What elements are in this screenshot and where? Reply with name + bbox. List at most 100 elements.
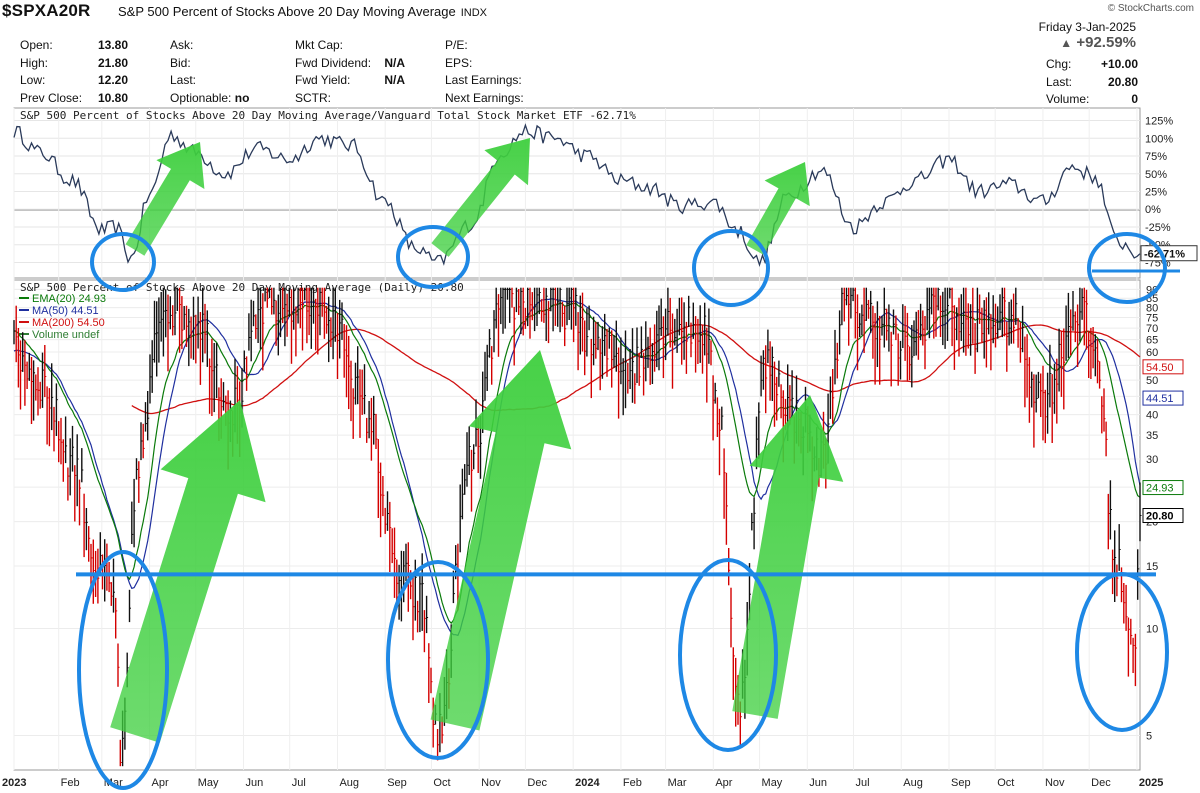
price-tick-label: 35 [1146,430,1158,442]
time-tick-label: Jun [809,777,827,789]
quote-value: +10.00 [1100,57,1138,71]
change-percent-value: +92.59% [1076,34,1136,51]
time-tick-label: Oct [433,777,450,789]
quote-last-earnings: Last Earnings: [445,72,524,90]
quote-low: Low: 12.20 [20,72,128,90]
circle-annotation [77,550,169,790]
price-value-tag-label: 54.50 [1146,362,1174,374]
quote-last: Last: [170,72,249,90]
up-triangle-icon: ▲ [1060,36,1073,50]
price-value-tag-label: 20.80 [1146,511,1174,523]
price-tick-label: 60 [1146,347,1158,359]
quote-sctr: SCTR: [295,90,405,108]
price-value-tag: 54.50 [1142,359,1184,375]
ratio-tick-label: -25% [1145,222,1171,234]
quote-value: 21.80 [97,55,128,70]
quote-high: High: 21.80 [20,55,128,73]
quote-label: Last: [1046,74,1073,89]
symbol-description: S&P 500 Percent of Stocks Above 20 Day M… [118,4,487,19]
price-tick-label: 10 [1146,624,1158,636]
symbol-name: S&P 500 Percent of Stocks Above 20 Day M… [118,4,456,19]
time-tick-label: Apr [715,777,732,789]
quote-label: Bid: [170,55,191,70]
quote-value: 20.80 [1107,74,1138,89]
quote-last-price: Last: 20.80 [1046,74,1138,92]
quote-label: Mkt Cap: [295,38,344,52]
price-value-tag: 44.51 [1142,390,1184,406]
quote-mkt-cap: Mkt Cap: [295,37,405,55]
quote-prev-close: Prev Close: 10.80 [20,90,128,108]
circle-annotations [77,225,1169,790]
quote-header: $SPXA20R S&P 500 Percent of Stocks Above… [0,0,1200,107]
time-tick-label: Apr [152,777,169,789]
circle-annotation [386,560,490,760]
quote-value: 12.20 [97,73,128,88]
quote-label: Chg: [1046,57,1072,71]
ticker-symbol[interactable]: $SPXA20R [2,1,91,20]
price-tick-label: 50 [1146,375,1158,387]
ratio-tick-label: 0% [1145,204,1161,216]
ratio-panel-grid [14,120,1140,263]
green-arrow-icon [732,395,844,719]
time-tick-label: Jul [292,777,306,789]
time-tick-label: Dec [527,777,547,789]
price-axis-value-tags: 54.50 44.51 24.93 20.80 [1142,359,1184,524]
time-tick-label: Sep [951,777,971,789]
ratio-axis-labels: 125%100%75%50%25%0%-25%-50%-75%-62.71% [1140,116,1198,269]
green-arrow-icon [430,350,572,731]
price-tick-label: 15 [1146,561,1158,573]
ratio-tick-label: 75% [1145,151,1167,163]
time-tick-label: Jun [246,777,264,789]
time-tick-label: Dec [1091,777,1111,789]
legend-entry: EMA(20) 24.93 [32,293,106,305]
ratio-last-value-label: -62.71% [1144,249,1185,261]
price-value-tag-label: 44.51 [1146,393,1174,405]
quote-label: Optionable: [170,90,232,105]
circle-annotation [678,558,778,752]
circle-annotation [1087,232,1167,304]
time-tick-label: Mar [668,777,687,789]
time-tick-label: Nov [481,777,501,789]
quote-column-3: Mkt Cap: Fwd Dividend: N/A Fwd Yield: N/A … [295,37,405,107]
quote-label: P/E: [445,38,468,52]
quote-bid: Bid: [170,55,249,73]
price-tick-label: 70 [1146,323,1158,335]
ratio-panel-title: S&P 500 Percent of Stocks Above 20 Day M… [20,109,636,122]
price-value-tag: 24.93 [1142,480,1184,496]
ratio-series-line [13,123,1141,268]
quote-label: Low: [20,73,46,88]
change-percent: ▲ +92.59% [1039,34,1136,51]
price-value-tag-box [1142,390,1184,406]
quote-label: Ask: [170,38,194,52]
ratio-tick-label: 50% [1145,169,1167,181]
quote-eps: EPS: [445,55,524,73]
quote-value: 0 [1131,92,1138,107]
price-value-tag-box [1142,508,1184,524]
quote-label: Volume: [1046,92,1090,107]
quote-label: Prev Close: [20,90,83,105]
circle-annotation [692,229,770,307]
green-arrow-icon [125,142,205,256]
price-tick-label: 5 [1146,731,1152,743]
time-axis-grid [13,108,1138,770]
quote-value: N/A [384,55,405,70]
ratio-tick-label: 125% [1145,116,1173,128]
quote-label: Next Earnings: [445,90,524,105]
circle-annotation [90,232,156,292]
quote-fwd-dividend: Fwd Dividend: N/A [295,55,405,73]
quote-pe: P/E: [445,37,524,55]
price-value-tag-box [1142,359,1184,375]
time-tick-label: Nov [1045,777,1065,789]
quote-value: 10.80 [97,90,128,105]
time-axis-labels: 2023 Feb Mar Apr May Jun Jul Aug Sep Oct Nov Dec 202… [2,777,1163,789]
price-tick-label: 80 [1146,303,1158,315]
price-value-tag: 20.80 [1142,508,1184,524]
quote-open: Open: 13.80 [20,37,128,55]
quote-label: EPS: [445,55,473,70]
green-arrow-icon [110,400,266,743]
quote-next-earnings: Next Earnings: [445,90,524,108]
quote-fwd-yield: Fwd Yield: N/A [295,72,405,90]
time-tick-label: Jul [855,777,869,789]
